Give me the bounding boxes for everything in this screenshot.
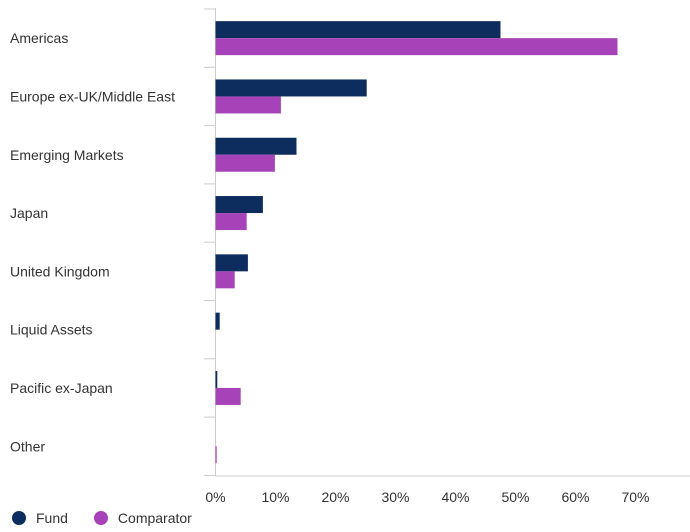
x-tick-label: 10%	[261, 489, 289, 505]
x-tick-label: 70%	[621, 489, 649, 505]
category-label-united-kingdom: United Kingdom	[10, 263, 110, 279]
bar-fund-liquid-assets[interactable]	[215, 312, 220, 330]
category-label-liquid-assets: Liquid Assets	[10, 322, 93, 338]
bar-fund-japan[interactable]	[215, 196, 263, 214]
x-tick-label: 50%	[501, 489, 529, 505]
x-tick-label: 40%	[441, 489, 469, 505]
x-tick-labels: 0% 10% 20% 30% 40% 50% 60% 70%	[205, 489, 649, 505]
category-label-pacific-ex-japan: Pacific ex-Japan	[10, 380, 113, 396]
x-tick-label: 0%	[205, 489, 225, 505]
bar-comparator-europe-ex-uk-middle-east[interactable]	[215, 96, 281, 114]
legend-swatch-comparator	[93, 511, 108, 525]
category-label-emerging-markets: Emerging Markets	[10, 147, 124, 163]
category-label-other: Other	[10, 438, 45, 454]
legend-swatch-fund	[12, 511, 26, 525]
bar-comparator-emerging-markets[interactable]	[215, 154, 275, 172]
legend-label-fund: Fund	[36, 510, 68, 526]
bar-fund-europe-ex-uk-middle-east[interactable]	[215, 79, 367, 97]
legend-label-comparator: Comparator	[117, 510, 192, 526]
legend-item-comparator[interactable]: Comparator	[93, 510, 192, 526]
category-labels: Americas Europe ex-UK/Middle East Emerging…	[10, 30, 175, 454]
x-tick-label: 30%	[381, 489, 409, 505]
x-tick-label: 60%	[561, 489, 589, 505]
chart-axes	[204, 8, 690, 477]
bar-comparator-united-kingdom[interactable]	[215, 271, 235, 289]
category-label-japan: Japan	[10, 205, 48, 221]
bar-comparator-pacific-ex-japan[interactable]	[215, 387, 241, 405]
bar-fund-united-kingdom[interactable]	[215, 254, 248, 272]
chart-bars	[215, 21, 618, 464]
bar-comparator-americas[interactable]	[215, 38, 618, 56]
x-tick-label: 20%	[321, 489, 349, 505]
category-label-americas: Americas	[10, 30, 68, 46]
category-label-europe-ex-uk-middle-east: Europe ex-UK/Middle East	[10, 88, 175, 104]
bar-fund-pacific-ex-japan[interactable]	[215, 370, 218, 388]
legend-item-fund[interactable]: Fund	[12, 510, 68, 526]
legend: Fund Comparator	[12, 510, 218, 526]
bar-fund-emerging-markets[interactable]	[215, 137, 297, 155]
bar-comparator-other[interactable]	[215, 446, 217, 464]
bar-fund-americas[interactable]	[215, 21, 501, 39]
bar-comparator-japan[interactable]	[215, 213, 247, 231]
